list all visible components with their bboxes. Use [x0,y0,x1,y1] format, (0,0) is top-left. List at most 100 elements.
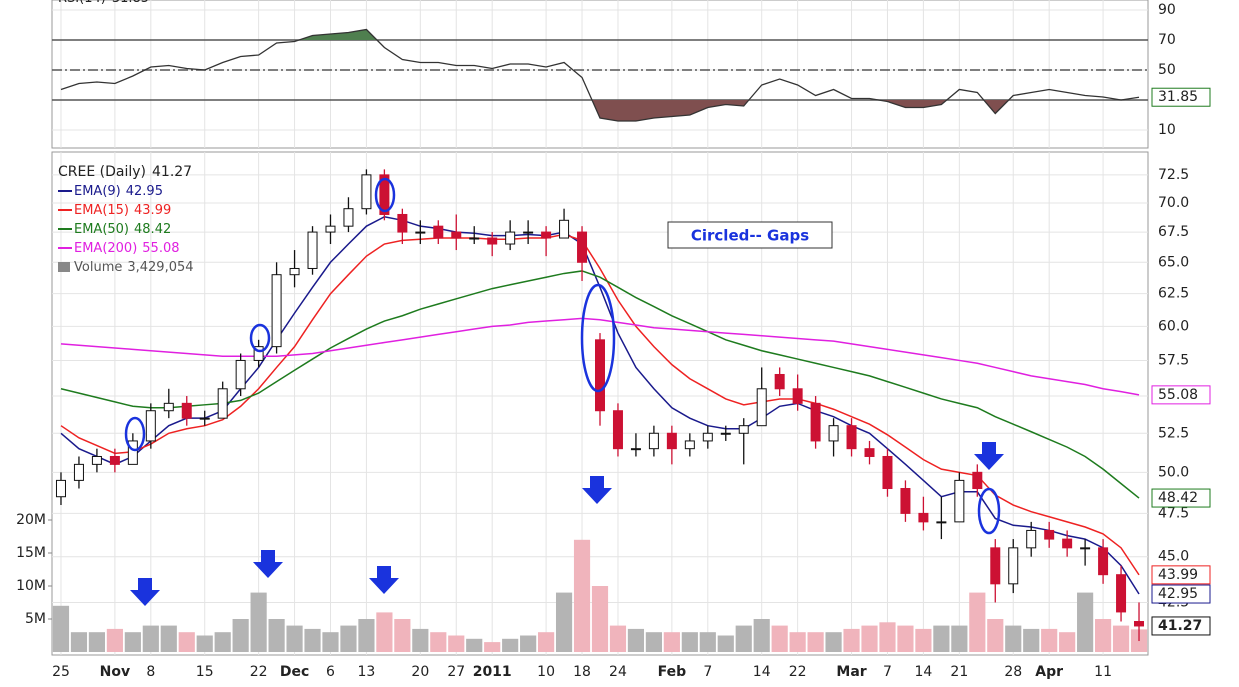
x-tick-label: 10 [537,664,555,680]
x-tick-label: 7 [883,664,892,680]
volume-bar [987,619,1004,652]
candle-body [415,231,426,234]
candle-body [217,388,228,419]
candle-body [954,479,965,523]
volume-bar [124,632,141,652]
volume-bar [1041,628,1058,652]
candle-body [307,231,318,269]
candle-body [559,219,570,239]
legend-value: 48.42 [134,222,171,237]
volume-bar [1094,619,1112,652]
rsi-tick-label: 50 [1158,62,1176,78]
volume-bar [340,625,357,652]
volume-bar [555,592,573,652]
x-tick-label: 25 [52,664,70,680]
volume-bar [897,625,914,652]
annotation-box [667,221,833,249]
candle-body [972,471,983,490]
price-tick-label: 67.5 [1158,224,1189,240]
volume-bar [699,632,716,652]
value-tag-text: 42.95 [1158,586,1198,602]
x-tick-label: 21 [950,664,968,680]
candle-body [163,402,174,412]
gap-circle [580,283,616,393]
x-tick-label: 6 [326,664,335,680]
x-tick-label: 27 [447,664,465,680]
volume-bar [502,638,519,652]
x-tick-label: 2011 [473,664,512,680]
candle-body [900,488,911,514]
volume-bar [1077,592,1094,652]
legend-entry: EMA(200) 55.08 [74,241,180,256]
volume-bar [717,635,734,652]
volume-bar [250,592,267,652]
annotation: Circled-- Gaps [691,227,809,245]
candle-body [1080,547,1091,550]
legend-name: EMA(200) [74,241,137,256]
rsi-title-name: RSI(14) [58,0,106,6]
candle-body [666,432,677,450]
volume-tick-label: 20M [16,512,46,528]
candle-body [55,479,66,498]
candle-body [379,174,390,215]
candle-body [702,432,713,442]
volume-bar [304,628,321,652]
x-tick-label: 7 [703,664,712,680]
price-tick-label: 60.0 [1158,318,1189,334]
candle-body [612,410,623,450]
candle-body [361,174,372,210]
candle-body [505,231,516,245]
volume-bar [178,632,195,652]
legend-name: EMA(15) [74,203,129,218]
legend-value: 55.08 [142,241,179,256]
candle-body [648,432,659,450]
plot [52,28,1148,652]
oversold-fill [60,100,1140,121]
rsi-line [60,28,1140,122]
candle-body [684,440,695,450]
candle-body [828,425,839,442]
x-tick-label: 14 [753,664,771,680]
price-tag [1151,616,1211,636]
volume-bar [735,625,752,652]
candle-body [523,231,534,234]
x-tick-label: 22 [789,664,807,680]
rsi-panel [51,0,1149,149]
candle-body [577,231,588,263]
gap-circle [977,487,1001,535]
candle-body [720,432,731,435]
x-tick-label: 15 [196,664,214,680]
candle-body [487,237,498,245]
overbought-fill [60,29,1140,40]
candle-body [199,417,210,420]
ema-line [60,270,1140,499]
rsi-title: RSI(14) 31.85 [58,0,149,6]
volume-bar [789,632,806,652]
candle-body [541,231,552,239]
legend-title: CREE (Daily) [58,164,146,180]
volume-bar [142,625,159,652]
x-tick-label: 13 [358,664,376,680]
volume-bar [1005,625,1022,652]
candle-body [792,388,803,404]
volume-bar [70,632,88,652]
candle-body [127,440,138,465]
candle-body [810,402,821,442]
candle-body [918,512,929,523]
volume-bar [160,625,177,652]
volume-bar [520,635,537,652]
volume-bar [88,632,106,652]
candle-body [630,448,641,451]
candle-body [595,339,605,412]
volume-bar [681,632,698,652]
volume-bar [861,625,878,652]
legend-value: 43.99 [134,203,171,218]
gap-circle [124,416,146,452]
volume-bar [969,592,986,652]
candle-body [271,274,282,348]
volume-tick-label: 15M [16,545,46,561]
candle-body [451,231,462,239]
volume-bar [52,605,70,652]
candle-body [91,455,102,465]
